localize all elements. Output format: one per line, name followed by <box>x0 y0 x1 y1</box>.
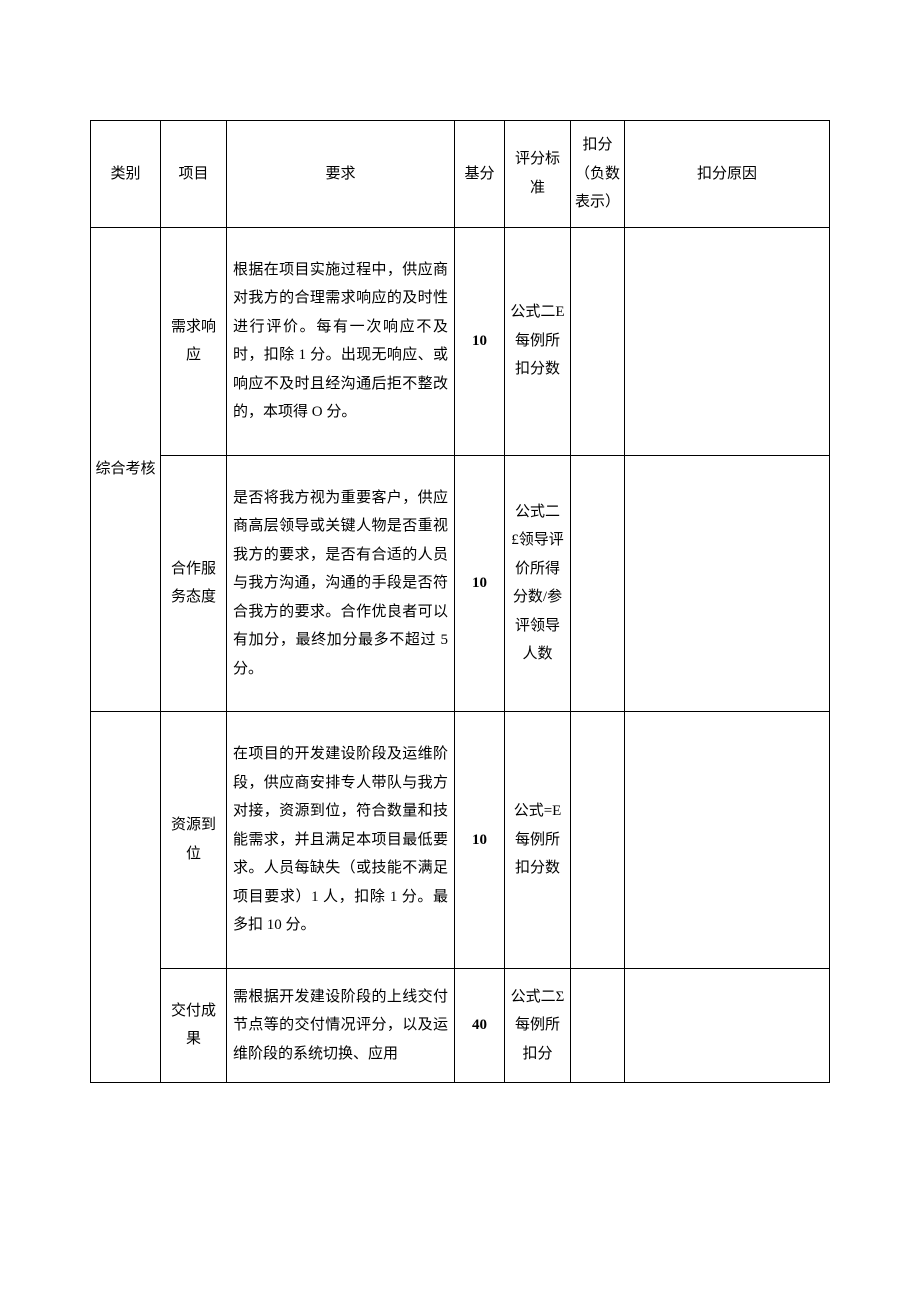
header-standard: 评分标准 <box>505 121 571 228</box>
evaluation-table: 类别 项目 要求 基分 评分标准 扣分（负数表示） 扣分原因 综合考核 需求响应… <box>90 120 830 1083</box>
header-category: 类别 <box>91 121 161 228</box>
header-requirement: 要求 <box>227 121 455 228</box>
header-deduction: 扣分（负数表示） <box>571 121 625 228</box>
cell-item: 资源到位 <box>161 712 227 969</box>
cell-base: 10 <box>455 455 505 712</box>
cell-standard: 公式=E 每例所扣分数 <box>505 712 571 969</box>
cell-item: 需求响应 <box>161 227 227 455</box>
cell-deduction <box>571 968 625 1083</box>
cell-requirement: 根据在项目实施过程中，供应商对我方的合理需求响应的及时性进行评价。每有一次响应不… <box>227 227 455 455</box>
cell-item: 合作服务态度 <box>161 455 227 712</box>
cell-standard: 公式二E 每例所扣分数 <box>505 227 571 455</box>
cell-reason <box>625 455 830 712</box>
cell-standard: 公式二Σ 每例所扣分 <box>505 968 571 1083</box>
cell-reason <box>625 227 830 455</box>
cell-reason <box>625 968 830 1083</box>
cell-base: 10 <box>455 227 505 455</box>
document-page: 类别 项目 要求 基分 评分标准 扣分（负数表示） 扣分原因 综合考核 需求响应… <box>0 0 920 1143</box>
cell-deduction <box>571 712 625 969</box>
cell-deduction <box>571 227 625 455</box>
cell-base: 10 <box>455 712 505 969</box>
cell-category-empty <box>91 712 161 1083</box>
header-item: 项目 <box>161 121 227 228</box>
cell-requirement: 需根据开发建设阶段的上线交付节点等的交付情况评分，以及运维阶段的系统切换、应用 <box>227 968 455 1083</box>
header-reason: 扣分原因 <box>625 121 830 228</box>
cell-category: 综合考核 <box>91 227 161 712</box>
table-row: 交付成果 需根据开发建设阶段的上线交付节点等的交付情况评分，以及运维阶段的系统切… <box>91 968 830 1083</box>
cell-reason <box>625 712 830 969</box>
cell-standard: 公式二£领导评价所得分数/参评领导人数 <box>505 455 571 712</box>
cell-requirement: 是否将我方视为重要客户，供应商高层领导或关键人物是否重视我方的要求，是否有合适的… <box>227 455 455 712</box>
cell-base: 40 <box>455 968 505 1083</box>
table-row: 合作服务态度 是否将我方视为重要客户，供应商高层领导或关键人物是否重视我方的要求… <box>91 455 830 712</box>
cell-requirement: 在项目的开发建设阶段及运维阶段，供应商安排专人带队与我方对接，资源到位，符合数量… <box>227 712 455 969</box>
table-row: 资源到位 在项目的开发建设阶段及运维阶段，供应商安排专人带队与我方对接，资源到位… <box>91 712 830 969</box>
table-row: 综合考核 需求响应 根据在项目实施过程中，供应商对我方的合理需求响应的及时性进行… <box>91 227 830 455</box>
header-base: 基分 <box>455 121 505 228</box>
cell-deduction <box>571 455 625 712</box>
cell-item: 交付成果 <box>161 968 227 1083</box>
table-header-row: 类别 项目 要求 基分 评分标准 扣分（负数表示） 扣分原因 <box>91 121 830 228</box>
